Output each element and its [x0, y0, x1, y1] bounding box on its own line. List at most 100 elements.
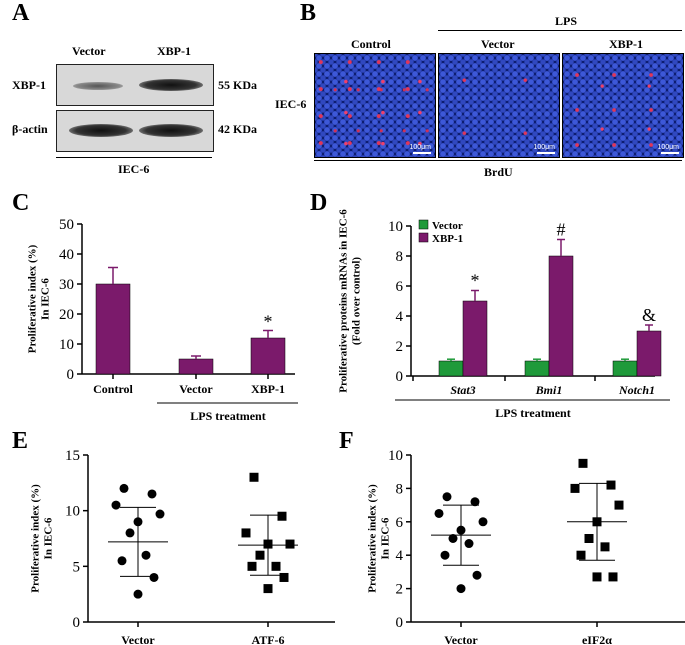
chart-c-y-axis-label-line: Proliferative index (%) — [27, 244, 39, 353]
chart-f-y-tick-label: 2 — [396, 582, 404, 598]
lane-label-vector: Vector — [72, 44, 106, 58]
chart-e-point — [255, 550, 265, 560]
chart-f-y-tick-label: 0 — [396, 615, 404, 631]
chart-e-x-tick-label: ATF-6 — [251, 633, 284, 645]
chart-d-annotation: * — [471, 271, 480, 291]
chart-d-bar-bmi1-xbp-1 — [548, 255, 574, 377]
size-label-55kda: 55 KDa — [218, 78, 257, 92]
row-label-iec6: IEC-6 — [275, 97, 307, 111]
blot-xbp1 — [56, 64, 214, 106]
chart-e-point — [111, 500, 121, 510]
panel-label-e: E — [12, 428, 29, 454]
chart-d-annotation: & — [642, 305, 656, 325]
scale-bar-label-2: 100μm — [533, 144, 555, 151]
scale-bar-2 — [537, 152, 555, 154]
chart-f-point — [578, 458, 588, 468]
chart-d-x-tick-label: Stat3 — [450, 383, 475, 397]
cell-line-line-a — [56, 157, 212, 158]
micrograph-lps-xbp1: 100μm — [562, 53, 684, 158]
chart-c-annotation: * — [264, 312, 273, 332]
chart-e-point — [263, 584, 273, 594]
size-label-42kda: 42 KDa — [218, 122, 257, 136]
chart-panel-c: 0 10 20 30 40 50 Proliferative index (%)In IEC… — [27, 217, 298, 423]
micrograph-lps-vector: 100μm — [438, 53, 560, 158]
chart-e-y-tick-label: 0 — [73, 615, 81, 631]
chart-e-point — [133, 589, 143, 599]
lane-label-xbp1: XBP-1 — [157, 44, 191, 58]
chart-e-point — [133, 517, 143, 527]
chart-f-point — [570, 483, 580, 493]
chart-c-y-tick-label: 30 — [59, 277, 74, 293]
chart-e-point — [149, 572, 159, 582]
chart-f-x-tick-label: Vector — [444, 633, 478, 645]
chart-panel-e: 0 5 10 15 Proliferative index (%)In IEC-6 Vec… — [30, 448, 335, 645]
chart-d-bar-stat3-vector — [438, 360, 464, 377]
chart-e-y-axis-label: Proliferative index (%)In IEC-6 — [30, 484, 55, 593]
chart-d-legend-label: XBP-1 — [432, 233, 463, 245]
chart-c-bar-vector — [178, 358, 214, 375]
chart-e-point — [285, 539, 295, 549]
chart-f-point — [472, 570, 482, 580]
chart-d-y-tick-label: 6 — [396, 279, 404, 295]
chart-d-y-axis-label: Proliferative proteins mRNAs in IEC-6(Fo… — [338, 209, 363, 393]
chart-f-point — [442, 492, 452, 502]
chart-panel-f: 0 2 4 6 8 10 Proliferative index (%)In IEC-6 Ve… — [367, 448, 685, 645]
chart-e-y-tick-label: 15 — [65, 448, 80, 464]
micrograph-control: 100μm — [314, 53, 436, 158]
chart-c-x-tick-label: Vector — [179, 382, 213, 396]
panel-label-a: A — [12, 0, 30, 26]
panel-label-b: B — [300, 0, 317, 26]
chart-c-bar-xbp-1 — [250, 337, 286, 375]
chart-d-y-axis-label-line: Proliferative proteins mRNAs in IEC-6 — [338, 209, 350, 393]
chart-d-bar-notch1-xbp-1 — [636, 330, 662, 377]
chart-c-y-tick-label: 10 — [59, 337, 74, 353]
chart-e-y-tick-label: 5 — [73, 559, 81, 575]
chart-d-legend-swatch — [418, 219, 429, 230]
panel-label-c: C — [12, 190, 30, 216]
chart-f-x-tick-label: eIF2α — [582, 633, 612, 645]
chart-f-point — [600, 542, 610, 552]
chart-d-y-axis-label-line: (Fold over control) — [351, 257, 363, 346]
chart-e-point — [277, 511, 287, 521]
panel-label-d: D — [310, 190, 328, 216]
chart-d-bar-stat3-xbp-1 — [462, 300, 488, 377]
chart-c-x-tick-label: Control — [93, 382, 133, 396]
chart-d-y-tick-label: 4 — [396, 309, 404, 325]
chart-f-point — [478, 517, 488, 527]
chart-d-legend-swatch — [418, 232, 429, 243]
chart-e-point — [249, 472, 259, 482]
chart-f-y-axis-label: Proliferative index (%)In IEC-6 — [367, 484, 392, 593]
chart-f-y-axis-label-line: Proliferative index (%) — [367, 484, 379, 593]
chart-c-y-tick-label: 20 — [59, 307, 74, 323]
chart-d-legend-label: Vector — [432, 220, 463, 232]
lps-label-b: LPS — [555, 14, 578, 28]
chart-d-bar-bmi1-vector — [524, 360, 550, 377]
chart-c-x-tick-label: XBP-1 — [251, 382, 285, 396]
chart-e-point — [279, 572, 289, 582]
chart-e-point — [147, 489, 157, 499]
chart-f-point — [440, 550, 450, 560]
chart-f-y-tick-label: 10 — [388, 448, 403, 464]
chart-e-point — [155, 509, 165, 519]
chart-d-x-tick-label: Bmi1 — [535, 383, 563, 397]
band-actin-xbp1 — [139, 124, 203, 137]
stain-label-brdu: BrdU — [484, 165, 513, 179]
chart-c-y-tick-label: 40 — [59, 247, 74, 263]
chart-f-point — [576, 550, 586, 560]
chart-panel-d: 0 2 4 6 8 10 Proliferative proteins mRNAs in I… — [338, 209, 670, 420]
scale-bar-label-1: 100μm — [409, 144, 431, 151]
chart-e-point — [141, 550, 151, 560]
chart-c-y-axis-label-line: In IEC-6 — [40, 278, 52, 320]
chart-f-point — [592, 517, 602, 527]
chart-f-point — [464, 539, 474, 549]
chart-d-bar-notch1-vector — [612, 360, 638, 377]
chart-f-y-tick-label: 8 — [396, 481, 404, 497]
protein-label-xbp1: XBP-1 — [12, 78, 46, 92]
col-label-vector: Vector — [481, 37, 515, 51]
chart-f-point — [606, 480, 616, 490]
chart-d-y-tick-label: 2 — [396, 339, 404, 355]
chart-f-point — [456, 584, 466, 594]
panel-label-f: F — [339, 428, 354, 454]
chart-e-point — [263, 539, 273, 549]
chart-d-x-tick-label: Notch1 — [618, 383, 655, 397]
